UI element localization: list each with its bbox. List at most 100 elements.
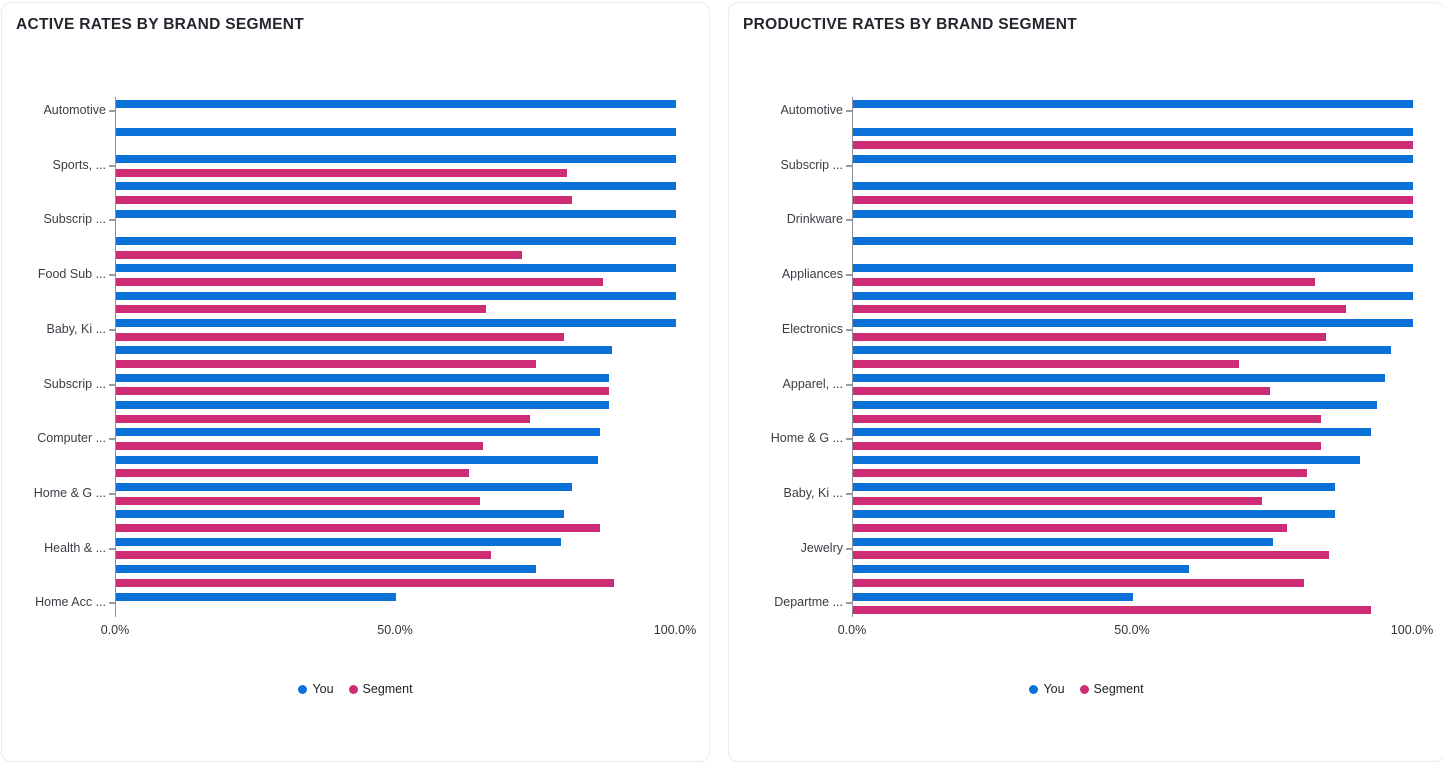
bar-you[interactable] xyxy=(116,565,536,574)
bar-you[interactable] xyxy=(853,428,1371,437)
x-axis-label: 100.0% xyxy=(653,623,697,637)
bar-you[interactable] xyxy=(853,537,1273,546)
bar-segment[interactable] xyxy=(853,496,1262,505)
bar-you[interactable] xyxy=(116,236,676,245)
category-label: Drinkware xyxy=(786,212,843,227)
bar-chart-plot: Automotive Sports, ... Subscrip ... Food Su… xyxy=(2,3,709,761)
category-axis-tick xyxy=(846,110,852,112)
bar-you[interactable] xyxy=(853,346,1391,355)
bar-you[interactable] xyxy=(853,182,1413,191)
category-label: Home & G ... xyxy=(33,485,106,500)
bar-segment[interactable] xyxy=(116,524,601,533)
chart-title: PRODUCTIVE RATES BY BRAND SEGMENT xyxy=(743,16,1077,33)
legend-item-you[interactable]: You xyxy=(1029,682,1065,696)
bar-you[interactable] xyxy=(853,401,1377,410)
category-label: Automotive xyxy=(780,103,843,117)
bar-segment[interactable] xyxy=(116,195,573,204)
x-axis-label: 50.0% xyxy=(1114,623,1150,637)
category-axis-tick xyxy=(109,602,115,605)
bar-segment[interactable] xyxy=(853,141,1413,150)
bar-you[interactable] xyxy=(116,319,676,327)
bar-you[interactable] xyxy=(116,428,601,437)
bar-segment[interactable] xyxy=(116,469,469,478)
bar-you[interactable] xyxy=(853,455,1360,464)
legend-item-you[interactable]: You xyxy=(298,682,334,696)
category-label: Subscrip ... xyxy=(780,157,843,172)
bar-you[interactable] xyxy=(853,127,1413,136)
bar-you[interactable] xyxy=(116,100,676,109)
bar-segment[interactable] xyxy=(116,250,522,259)
bar-segment[interactable] xyxy=(853,578,1304,587)
bar-you[interactable] xyxy=(853,154,1413,163)
legend-label: Segment xyxy=(362,682,413,696)
category-label: Electronics xyxy=(781,321,843,336)
bar-segment[interactable] xyxy=(853,414,1321,423)
bar-segment[interactable] xyxy=(853,305,1346,314)
bar-you[interactable] xyxy=(853,319,1413,327)
category-axis-tick xyxy=(846,164,852,167)
bar-segment[interactable] xyxy=(116,578,615,587)
legend-dot-icon xyxy=(298,684,308,694)
legend-dot-icon xyxy=(348,684,358,694)
bar-you[interactable] xyxy=(853,264,1413,273)
bar-you[interactable] xyxy=(116,182,676,191)
bar-chart-plot: Automotive Subscrip ... Drinkware Appliance… xyxy=(729,3,1443,761)
bar-segment[interactable] xyxy=(116,387,609,396)
legend-item-segment[interactable]: Segment xyxy=(1079,682,1144,696)
bar-you[interactable] xyxy=(116,537,562,546)
bar-segment[interactable] xyxy=(116,359,536,368)
x-axis-label: 100.0% xyxy=(1390,623,1434,637)
category-label: Automotive xyxy=(43,103,106,117)
bar-you[interactable] xyxy=(116,154,676,163)
bar-segment[interactable] xyxy=(116,551,492,560)
bar-you[interactable] xyxy=(116,346,612,355)
bar-you[interactable] xyxy=(853,236,1413,245)
bar-you[interactable] xyxy=(853,373,1385,382)
bar-segment[interactable] xyxy=(116,496,480,505)
category-label: Jewelry xyxy=(800,540,843,555)
bar-you[interactable] xyxy=(853,565,1189,574)
bar-segment[interactable] xyxy=(853,524,1287,533)
bar-segment[interactable] xyxy=(116,305,486,314)
bar-you[interactable] xyxy=(116,592,396,601)
category-label: Sports, ... xyxy=(52,157,107,172)
bar-segment[interactable] xyxy=(116,277,604,286)
category-label: Subscrip ... xyxy=(43,212,106,227)
category-label: Food Sub ... xyxy=(37,267,106,282)
bar-you[interactable] xyxy=(116,264,676,273)
bar-segment[interactable] xyxy=(853,469,1307,478)
bar-you[interactable] xyxy=(116,510,564,519)
legend-item-segment[interactable]: Segment xyxy=(348,682,413,696)
bar-segment[interactable] xyxy=(853,195,1413,204)
x-axis-label: 50.0% xyxy=(377,623,413,637)
bar-segment[interactable] xyxy=(853,332,1327,341)
bar-segment[interactable] xyxy=(853,551,1329,560)
bar-you[interactable] xyxy=(116,483,573,492)
bar-segment[interactable] xyxy=(116,414,531,423)
bar-segment[interactable] xyxy=(853,359,1240,368)
bar-segment[interactable] xyxy=(116,442,483,450)
bar-segment[interactable] xyxy=(116,168,567,177)
chart-title: ACTIVE RATES BY BRAND SEGMENT xyxy=(16,16,305,33)
bar-you[interactable] xyxy=(116,209,676,218)
bar-you[interactable] xyxy=(116,401,609,410)
bar-segment[interactable] xyxy=(853,387,1271,396)
bar-you[interactable] xyxy=(116,455,598,464)
bar-you[interactable] xyxy=(116,127,676,136)
bar-segment[interactable] xyxy=(853,606,1371,615)
bar-segment[interactable] xyxy=(853,277,1315,286)
bar-you[interactable] xyxy=(853,510,1335,519)
bar-you[interactable] xyxy=(853,483,1335,492)
category-axis-tick xyxy=(846,602,852,605)
bar-you[interactable] xyxy=(116,291,676,300)
bar-you[interactable] xyxy=(853,291,1413,300)
category-label: Baby, Ki ... xyxy=(783,485,843,500)
bar-you[interactable] xyxy=(116,373,609,382)
legend-label: You xyxy=(312,682,334,696)
bar-segment[interactable] xyxy=(853,442,1321,450)
bar-you[interactable] xyxy=(853,100,1413,109)
bar-you[interactable] xyxy=(853,592,1133,601)
bar-you[interactable] xyxy=(853,209,1413,218)
x-axis-label: 0.0% xyxy=(837,623,867,637)
bar-segment[interactable] xyxy=(116,332,564,341)
